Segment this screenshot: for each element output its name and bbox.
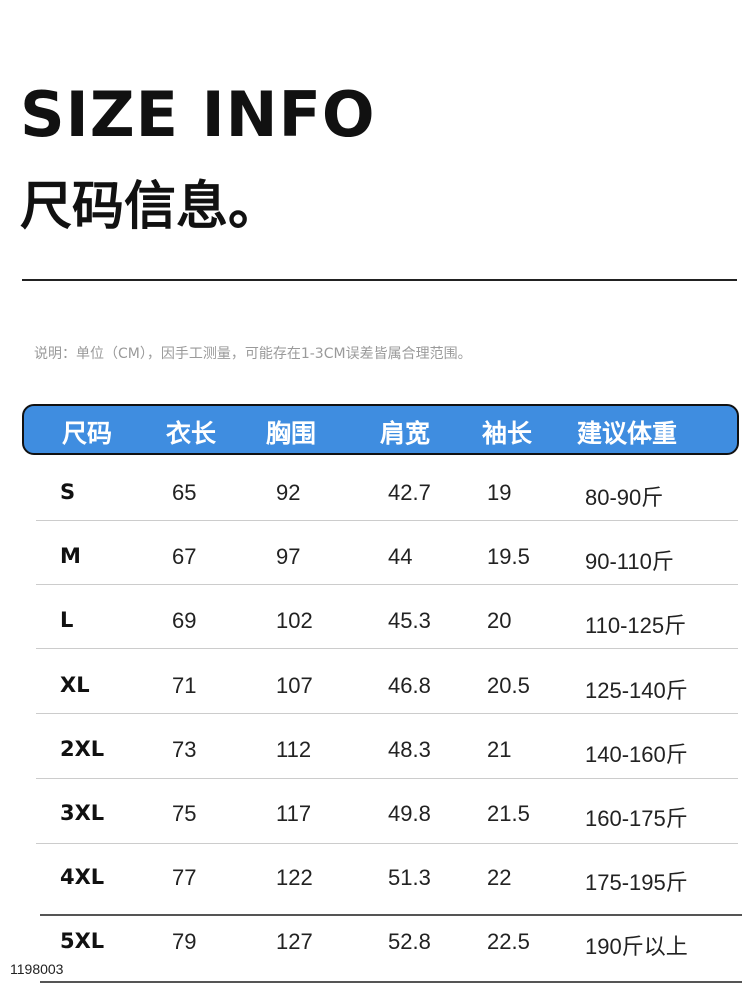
column-header: 肩宽 [380,419,431,448]
table-cell: 190斤以上 [585,934,688,960]
table-cell: 44 [388,544,413,570]
size-label: 5XL [60,929,105,954]
table-cell: 73 [172,736,197,762]
table-cell: 19.5 [487,544,530,570]
table-row: S 65 92 42.7 19 80-90斤 [0,460,750,524]
title-english: SIZE INFO [20,78,376,151]
row-divider [36,843,738,844]
row-divider [40,914,742,916]
table-cell: 48.3 [388,736,431,762]
table-cell: 67 [172,544,197,570]
row-divider [36,778,738,779]
table-row: XL 71 107 46.8 20.5 125-140斤 [0,653,750,717]
table-cell: 21 [487,736,512,762]
table-cell: 117 [276,801,312,826]
column-header: 尺码 [62,419,113,448]
table-cell: 77 [172,865,197,891]
table-row: 4XL 77 122 51.3 22 175-195斤 [0,845,750,909]
table-cell: 160-175斤 [585,806,688,831]
size-label: 3XL [60,801,105,825]
row-divider [36,584,738,585]
table-cell: 71 [172,672,197,698]
table-cell: 97 [276,544,301,570]
table-cell: 65 [172,480,197,505]
table-cell: 69 [172,608,197,634]
table-cell: 102 [276,608,313,634]
table-cell: 79 [172,929,197,955]
row-divider [36,520,738,521]
table-cell: 51.3 [388,865,431,891]
column-header: 建议体重 [577,419,678,448]
table-cell: 75 [172,801,197,826]
table-row: 5XL 79 127 52.8 22.5 190斤以上 [0,909,750,973]
size-label: 2XL [60,736,105,761]
table-cell: 175-195斤 [585,870,688,896]
row-divider [36,713,738,714]
divider [22,279,737,281]
table-row: 2XL 73 112 48.3 21 140-160斤 [0,717,750,781]
table-row: L 69 102 45.3 20 110-125斤 [0,588,750,652]
size-label: 4XL [60,865,105,890]
table-cell: 90-110斤 [585,549,674,575]
table-cell: 22.5 [487,929,530,955]
size-label: L [60,608,74,633]
column-header: 袖长 [482,419,533,448]
table-cell: 46.8 [388,672,431,698]
table-header: 尺码 衣长 胸围 肩宽 袖长 建议体重 [22,404,739,455]
title-chinese: 尺码信息。 [20,177,281,237]
row-divider [36,648,738,649]
table-cell: 80-90斤 [585,485,664,510]
table-cell: 107 [276,672,313,698]
table-cell: 20.5 [487,672,530,698]
table-row: 3XL 75 117 49.8 21.5 160-175斤 [0,781,750,845]
table-cell: 92 [276,480,301,505]
table-cell: 19 [487,480,512,505]
table-cell: 122 [276,865,313,891]
table-cell: 110-125斤 [585,613,687,639]
table-cell: 49.8 [388,801,431,826]
size-label: S [60,480,76,504]
table-row: M 67 97 44 19.5 90-110斤 [0,524,750,588]
table-cell: 22 [487,865,512,891]
table-cell: 52.8 [388,929,431,955]
table-cell: 112 [276,736,312,762]
column-header: 胸围 [266,419,317,448]
table-cell: 21.5 [487,801,530,826]
table-cell: 127 [276,929,313,955]
size-label: XL [60,672,90,697]
column-header: 衣长 [166,419,217,448]
table-cell: 20 [487,608,512,634]
product-code: 1198003 [10,961,64,977]
row-divider [40,981,742,983]
size-label: M [60,544,81,569]
measurement-note: 说明：单位（CM），因手工测量，可能存在1-3CM误差皆属合理范围。 [34,346,472,362]
table-cell: 45.3 [388,608,431,634]
table-cell: 140-160斤 [585,741,688,767]
table-cell: 42.7 [388,480,431,505]
table-cell: 125-140斤 [585,677,688,703]
